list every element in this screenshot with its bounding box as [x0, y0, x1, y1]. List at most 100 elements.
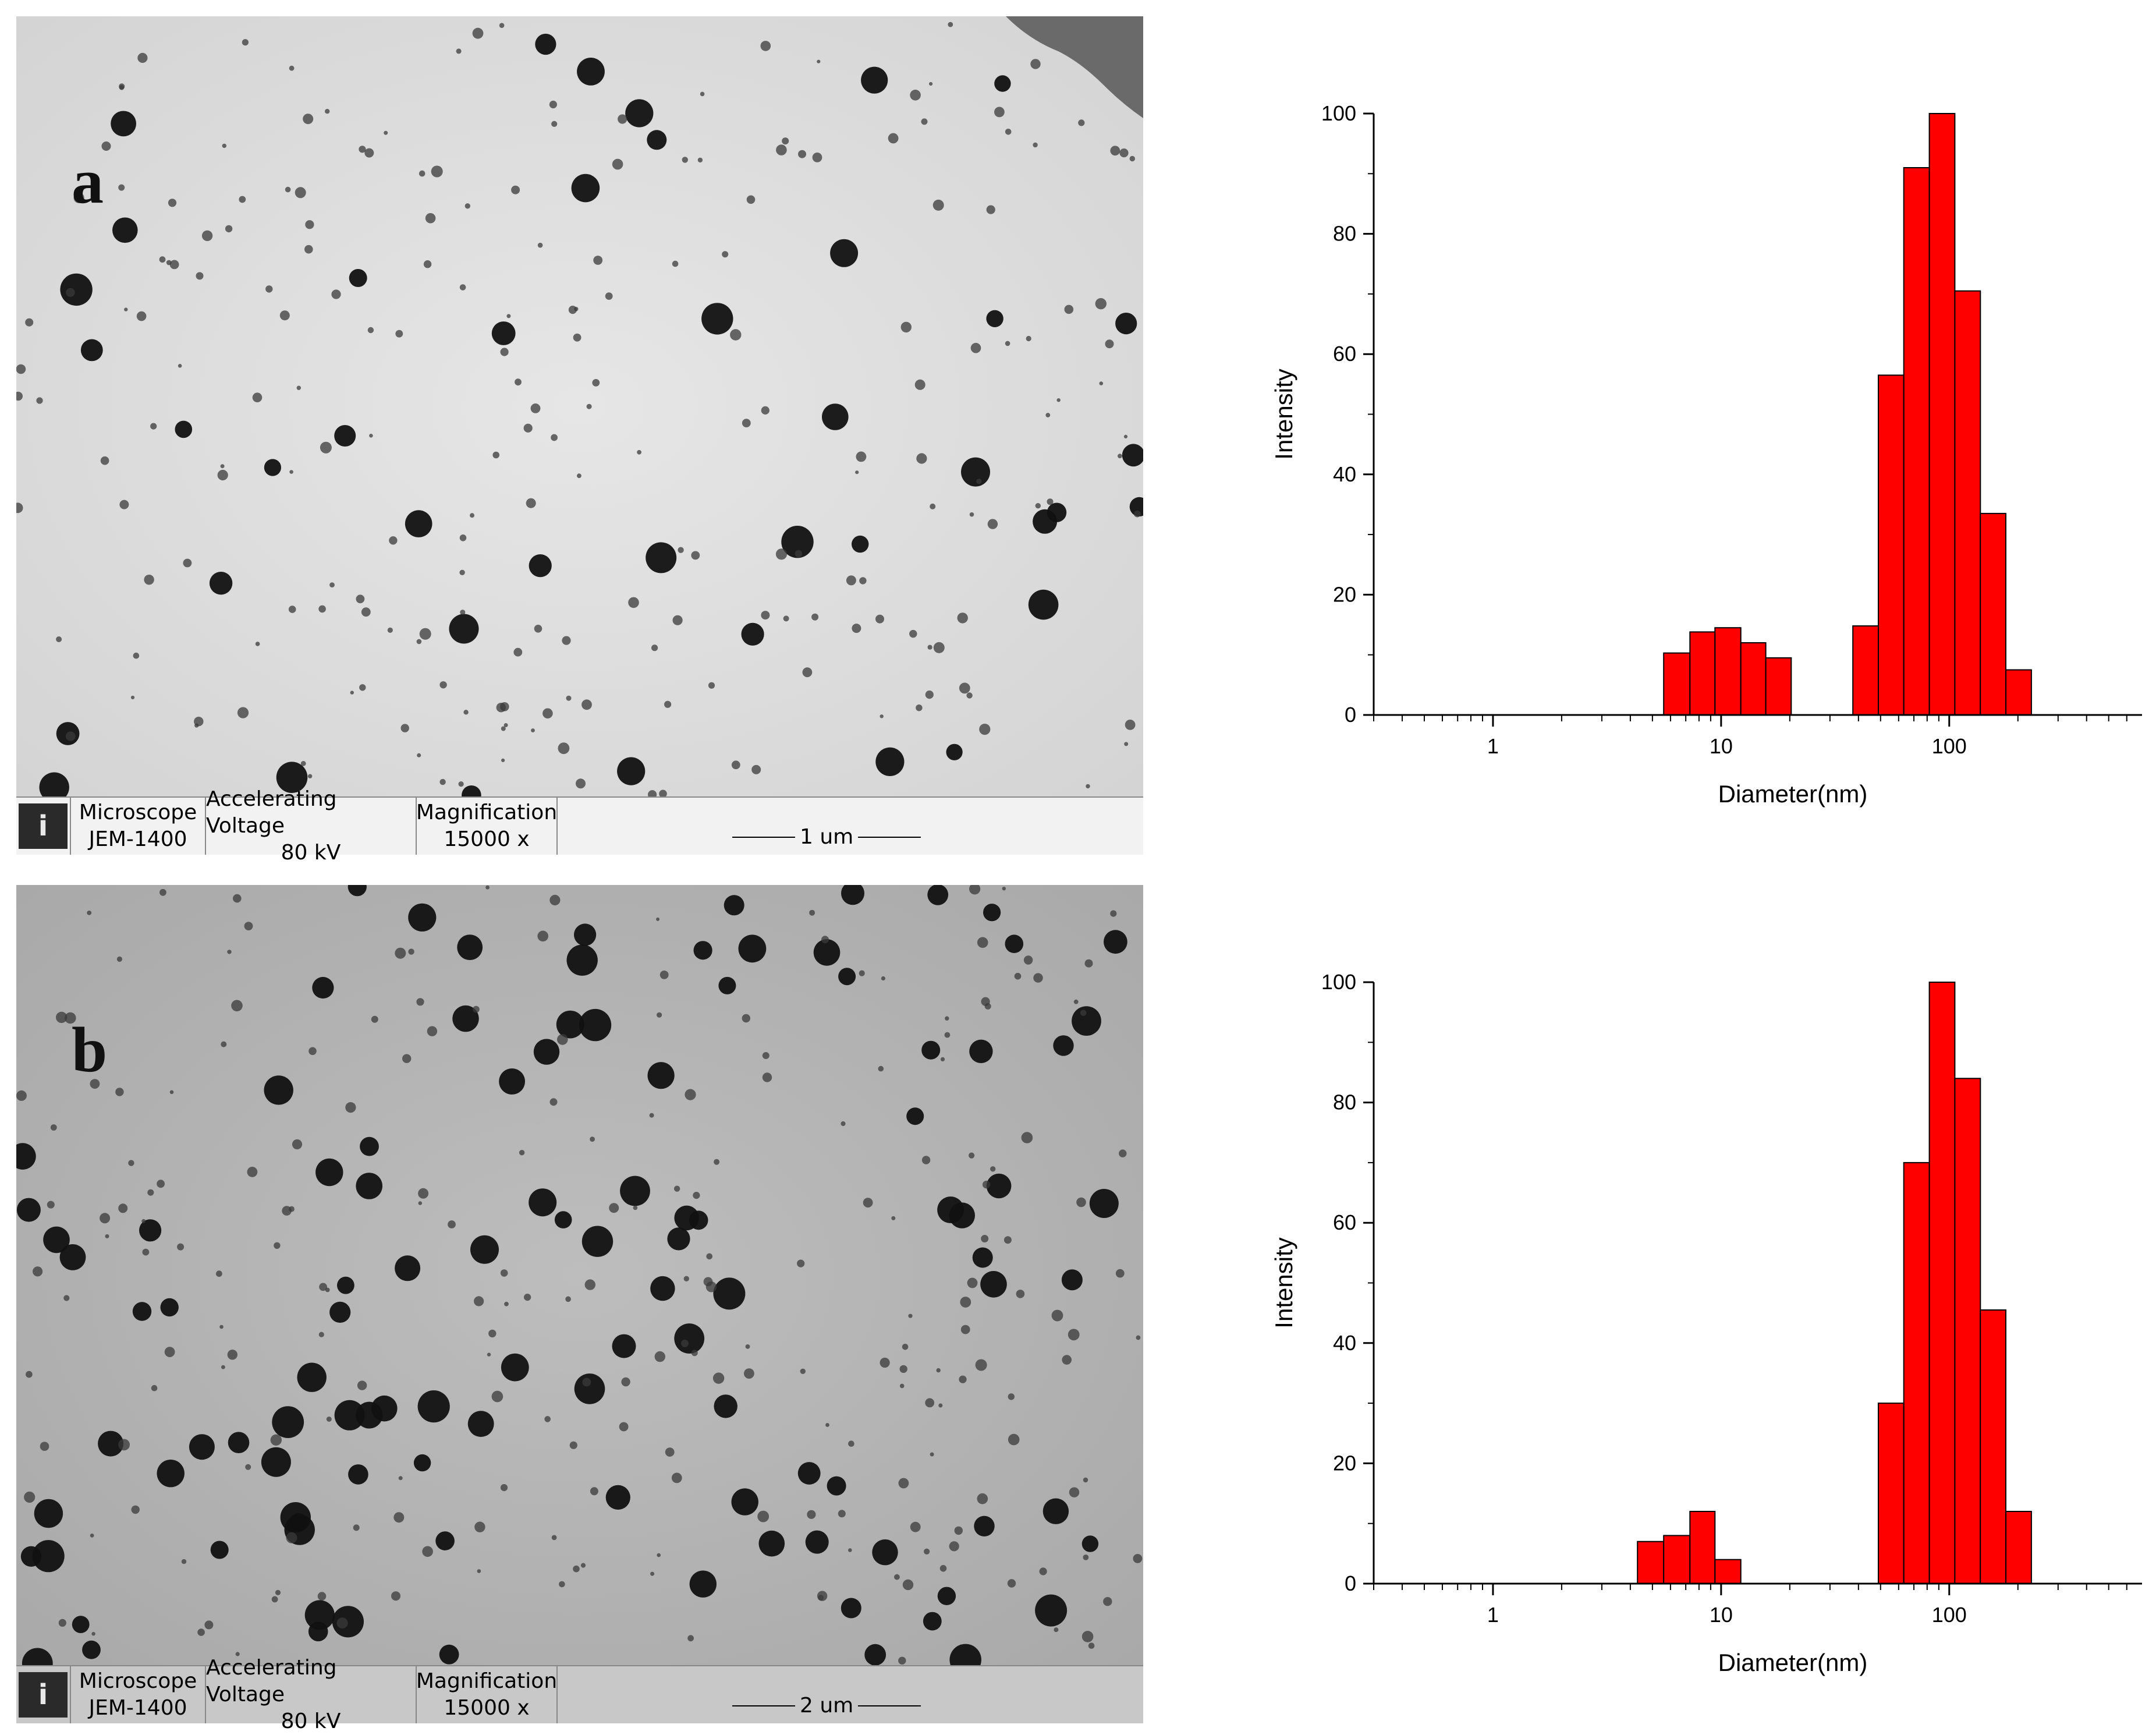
- nanoparticle: [307, 774, 313, 778]
- nanoparticle: [435, 1531, 455, 1550]
- nanoparticle: [1069, 1487, 1080, 1497]
- nanoparticle: [821, 936, 829, 944]
- nanoparticle: [954, 1526, 963, 1535]
- nanoparticle: [693, 1192, 700, 1199]
- nanoparticle: [647, 130, 667, 150]
- nanoparticle: [977, 937, 988, 948]
- nanoparticle: [98, 1431, 124, 1457]
- histogram-bar: [1928, 113, 1956, 716]
- nanoparticle: [506, 314, 511, 318]
- nanoparticle: [244, 922, 253, 930]
- histogram-bar: [1878, 374, 1905, 716]
- nanoparticle: [960, 1297, 971, 1308]
- histogram-bar: [1765, 657, 1792, 716]
- nanoparticle: [329, 582, 335, 587]
- nanoparticle: [924, 1548, 930, 1555]
- nanoparticle: [758, 1530, 785, 1557]
- nanoparticle: [683, 1276, 690, 1281]
- nanoparticle: [970, 342, 981, 353]
- nanoparticle: [902, 1579, 914, 1591]
- nanoparticle: [387, 627, 393, 633]
- chart-svg-a: 0 20 40 60 80 100 1 10 100 Diameter(nm) Intensity: [1270, 101, 2142, 808]
- y-tick-label: 80: [1333, 222, 1356, 246]
- nanoparticle: [40, 1442, 49, 1451]
- nanoparticle: [216, 1270, 222, 1277]
- nanoparticle: [331, 289, 341, 299]
- nanoparticle: [646, 542, 677, 573]
- nanoparticle: [131, 1505, 140, 1514]
- nanoparticle: [689, 1570, 717, 1598]
- nanoparticle: [654, 1351, 666, 1362]
- nanoparticle: [303, 114, 314, 125]
- nanoparticle: [637, 449, 641, 455]
- nanoparticle: [921, 1040, 941, 1060]
- nanoparticle: [949, 1541, 959, 1552]
- jeol-logo-icon: i: [16, 798, 70, 855]
- nanoparticle: [491, 1390, 503, 1403]
- tem-micrograph-a: [16, 16, 1143, 796]
- nanoparticle: [986, 1173, 1012, 1199]
- nanoparticle: [742, 1014, 751, 1023]
- nanoparticle: [551, 1535, 557, 1541]
- nanoparticle: [318, 1332, 324, 1337]
- nanoparticle: [927, 885, 949, 905]
- nanoparticle: [168, 199, 177, 207]
- nanoparticle: [457, 934, 483, 960]
- nanoparticle: [574, 1373, 605, 1404]
- nanoparticle: [687, 1635, 694, 1642]
- nanoparticle: [398, 1476, 403, 1481]
- nanoparticle: [746, 195, 756, 204]
- nanoparticle: [160, 1298, 179, 1317]
- nanoparticle: [672, 615, 683, 625]
- nanoparticle: [990, 1166, 996, 1172]
- nanoparticle: [817, 59, 821, 63]
- nanoparticle: [1123, 434, 1128, 439]
- nanoparticle: [706, 1253, 712, 1260]
- nanoparticle: [619, 1422, 629, 1432]
- nanoparticle: [221, 1041, 227, 1047]
- nanoparticle: [969, 1039, 993, 1063]
- nanoparticle: [802, 667, 813, 678]
- nanoparticle: [697, 157, 703, 163]
- nanoparticle: [418, 1201, 423, 1205]
- nanoparticle: [47, 1201, 55, 1209]
- nanoparticle: [1033, 973, 1043, 983]
- nanoparticle: [196, 272, 204, 280]
- nanoparticle: [367, 327, 374, 334]
- nanoparticle: [899, 1383, 905, 1389]
- nanoparticle: [361, 607, 371, 617]
- nanoparticle: [496, 703, 506, 713]
- histogram-bar: [1663, 1535, 1691, 1585]
- nanoparticle: [56, 1011, 68, 1024]
- nanoparticle: [237, 707, 249, 718]
- nanoparticle: [337, 1276, 354, 1294]
- nanoparticle: [593, 256, 603, 265]
- nanoparticle: [279, 310, 290, 321]
- nanoparticle: [902, 1344, 909, 1350]
- nanoparticle: [400, 724, 409, 732]
- nanoparticle: [227, 1350, 237, 1360]
- nanoparticle: [500, 1269, 508, 1277]
- nanoparticle: [714, 1394, 737, 1418]
- nanoparticle: [618, 114, 627, 124]
- nanoparticle: [881, 976, 885, 981]
- panel-letter-b: b: [72, 1014, 108, 1085]
- nanoparticle: [526, 498, 536, 508]
- nanoparticle: [515, 378, 522, 386]
- nanoparticle: [349, 269, 367, 287]
- nanoparticle: [371, 1015, 378, 1023]
- nanoparticle: [544, 1416, 551, 1422]
- nanoparticle: [485, 885, 490, 890]
- nanoparticle: [418, 1188, 429, 1199]
- nanoparticle: [930, 503, 936, 509]
- nanoparticle: [1119, 148, 1129, 158]
- nanoparticle: [511, 185, 520, 194]
- nanoparticle: [894, 1574, 900, 1580]
- nanoparticle: [664, 700, 672, 708]
- nanoparticle: [542, 708, 553, 719]
- nanoparticle: [112, 217, 138, 243]
- nanoparticle: [1084, 959, 1093, 968]
- nanoparticle: [859, 577, 867, 585]
- nanoparticle: [986, 205, 995, 214]
- nanoparticle: [467, 1411, 494, 1437]
